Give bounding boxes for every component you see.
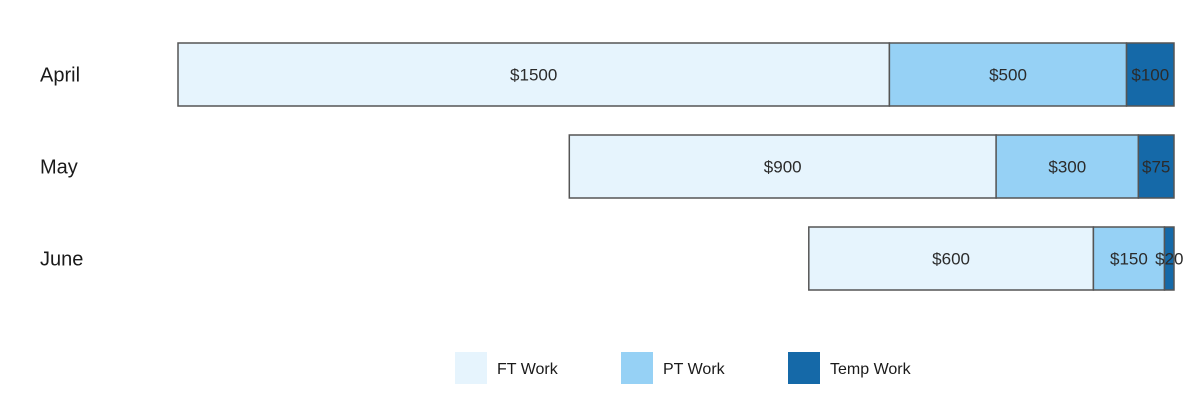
bar-june-temp-work	[1163, 226, 1175, 291]
category-labels: April May June	[40, 65, 83, 271]
bar-april-pt-work	[888, 42, 1128, 107]
data-label-april-temp-work: $100	[1131, 66, 1169, 85]
bar-june-ft-work	[808, 226, 1095, 291]
legend: FT Work PT Work Temp Work	[455, 352, 912, 384]
bar-april-temp-work	[1125, 42, 1175, 107]
legend-label-pt-work: PT Work	[663, 361, 726, 378]
bar-may-pt-work	[995, 134, 1140, 199]
category-label-april: April	[40, 65, 80, 87]
bar-june-pt-work	[1092, 226, 1166, 291]
bar-may-ft-work	[568, 134, 997, 199]
data-label-may-ft-work: $900	[764, 158, 802, 177]
category-label-june: June	[40, 249, 83, 271]
data-label-june-ft-work: $600	[932, 250, 970, 269]
data-label-may-temp-work: $75	[1142, 158, 1170, 177]
data-label-june-temp-work: $20	[1155, 250, 1183, 269]
legend-label-temp-work: Temp Work	[830, 361, 912, 378]
legend-swatch-pt-work	[621, 352, 653, 384]
data-label-june-pt-work: $150	[1110, 250, 1148, 269]
legend-swatch-temp-work	[788, 352, 820, 384]
category-label-may: May	[40, 157, 78, 179]
legend-label-ft-work: FT Work	[497, 361, 559, 378]
data-label-april-pt-work: $500	[989, 66, 1027, 85]
bar-may-temp-work	[1137, 134, 1175, 199]
bar-april-ft-work	[177, 42, 891, 107]
data-label-april-ft-work: $1500	[510, 66, 557, 85]
data-label-may-pt-work: $300	[1048, 158, 1086, 177]
bars-group: $1500 $500 $100 $900 $300 $75 $600 $150 $20	[177, 42, 1183, 291]
legend-swatch-ft-work	[455, 352, 487, 384]
